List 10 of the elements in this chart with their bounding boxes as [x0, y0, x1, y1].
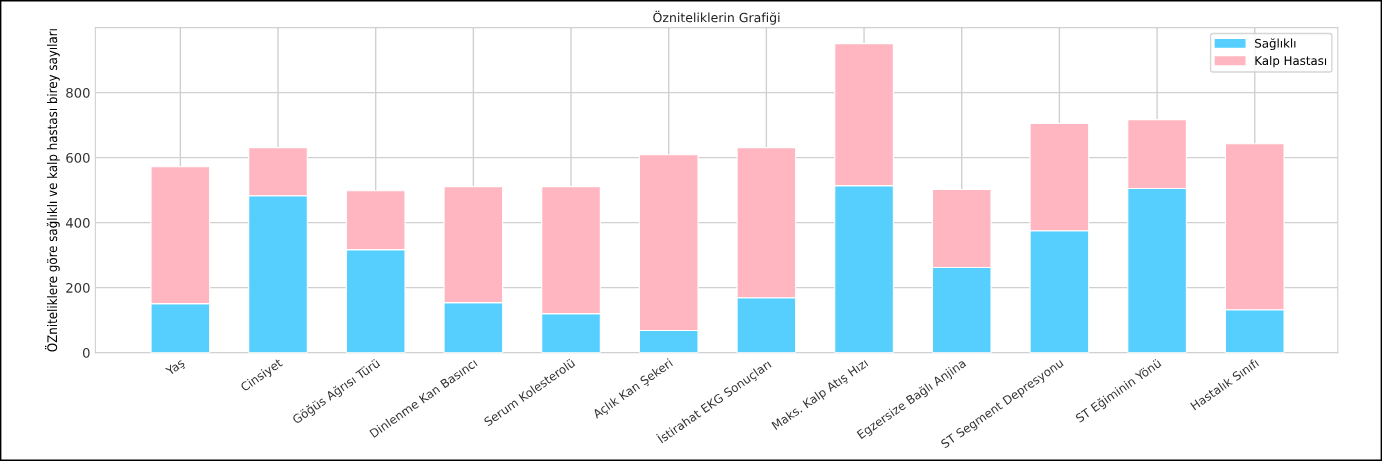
y-tick-label: 200 — [66, 282, 90, 293]
y-tick-label: 800 — [66, 87, 90, 98]
x-tick-label: Yaş — [164, 358, 187, 378]
legend-label: Kalp Hastası — [1255, 55, 1327, 68]
chart-title: Özniteliklerin Grafiği — [653, 10, 780, 25]
legend-label: Sağlıklı — [1255, 38, 1296, 51]
y-axis-title: ÖZniteliklere göre sağlıklı ve kalp hastası birey sayıları — [44, 29, 60, 352]
y-tick-label: 0 — [82, 347, 90, 358]
y-tick-label: 600 — [66, 152, 90, 163]
y-tick-label: 400 — [65, 217, 90, 228]
